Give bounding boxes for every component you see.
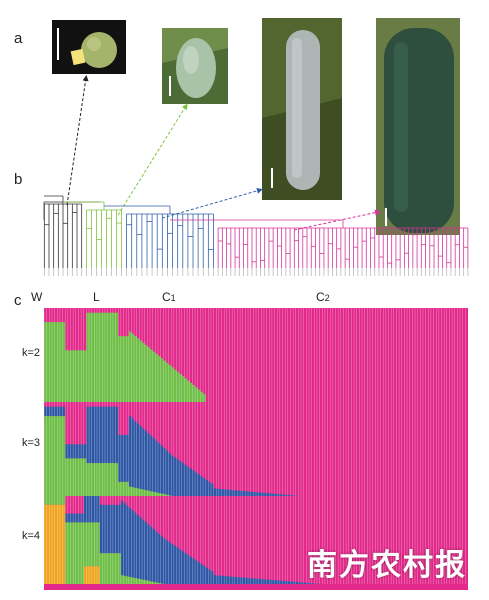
panel-label-b: b (14, 171, 23, 188)
k3-label: k=3 (22, 437, 41, 449)
phylogenetic-tree (43, 195, 469, 276)
admixture-k2 (44, 308, 468, 402)
clade-label-c1: C1 (162, 290, 176, 304)
panel-label-a: a (14, 30, 23, 47)
photo-dark-green-fruit (376, 18, 460, 235)
k2-label: k=2 (22, 347, 41, 359)
admixture-k3 (44, 402, 468, 496)
clade-label-l: L (93, 290, 100, 304)
admixture-k4 (44, 496, 468, 590)
photo-light-green-fruit (162, 28, 228, 104)
clade-label-c2: C2 (316, 290, 330, 304)
k4-label: k=4 (22, 530, 41, 542)
panel-label-c: c (14, 292, 22, 309)
watermark-logo: 南方农村报 (307, 548, 467, 583)
photo-small-round-fruit (52, 20, 126, 74)
clade-label-w: W (31, 290, 43, 304)
photo-long-waxy-fruit (262, 18, 342, 200)
